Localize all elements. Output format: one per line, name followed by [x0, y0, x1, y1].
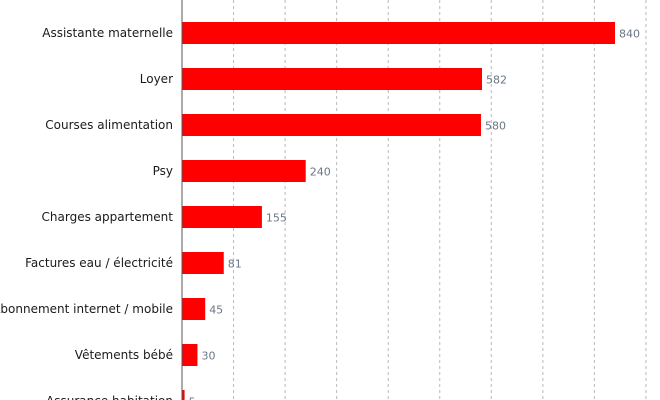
bar	[182, 22, 616, 44]
value-label: 240	[310, 166, 331, 179]
category-label: Assurance habitation	[46, 394, 173, 400]
value-label: 155	[266, 212, 287, 225]
bar	[182, 344, 198, 366]
category-label: Psy	[153, 164, 173, 178]
category-label: Charges appartement	[42, 210, 174, 224]
category-label: Vêtements bébé	[75, 348, 173, 362]
bar	[182, 298, 206, 320]
category-label: Factures eau / électricité	[25, 256, 173, 270]
value-label: 582	[486, 74, 507, 87]
value-label: 5	[189, 396, 196, 400]
value-label: 81	[228, 258, 242, 271]
value-label: 580	[485, 120, 506, 133]
value-label: 840	[619, 28, 640, 41]
category-label: Abonnement internet / mobile	[0, 302, 173, 316]
value-labels: 840 582 580 240 155 81 45 30 5	[189, 28, 640, 400]
bar	[182, 252, 224, 274]
bar	[182, 390, 185, 400]
bar	[182, 68, 483, 90]
category-label: Courses alimentation	[45, 118, 173, 132]
bar	[182, 206, 262, 228]
category-label: Loyer	[140, 72, 173, 86]
category-label: Assistante maternelle	[42, 26, 173, 40]
category-labels: Assistante maternelle Loyer Courses alimen…	[0, 26, 173, 400]
bars	[182, 22, 616, 400]
value-label: 30	[201, 350, 215, 363]
grid-lines	[233, 0, 647, 400]
value-label: 45	[209, 304, 223, 317]
bar	[182, 114, 481, 136]
bar	[182, 160, 306, 182]
